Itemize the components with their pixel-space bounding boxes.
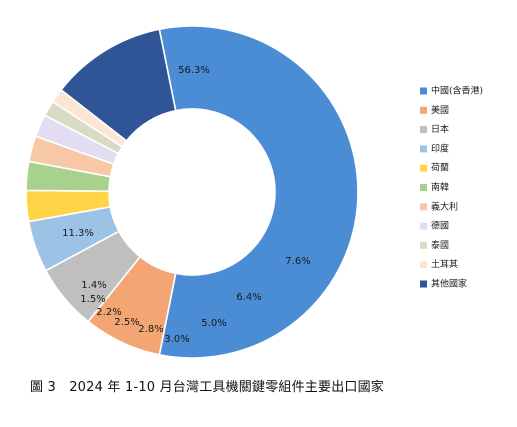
legend-swatch-6 [420, 203, 427, 211]
legend-swatch-0 [420, 87, 427, 95]
legend-label-7: 德國 [431, 220, 449, 232]
slice-label-9: 1.4% [81, 280, 106, 291]
slice-label-2: 6.4% [236, 292, 261, 303]
legend-swatch-9 [420, 261, 427, 269]
legend-label-3: 印度 [431, 142, 449, 154]
slice-label-6: 2.5% [114, 317, 139, 328]
slice-label-4: 3.0% [164, 334, 189, 345]
slice-labels: 56.3% 7.6% 6.4% 5.0% 3.0%2.8%2.5%2.2% 1.5% 1.4… [62, 65, 311, 345]
slice-label-0: 56.3% [178, 65, 210, 76]
legend-label-9: 土耳其 [431, 258, 458, 270]
legend-label-0: 中國(含香港) [431, 85, 483, 97]
slice-label-10: 11.3% [62, 228, 94, 239]
legend-swatch-3 [420, 145, 427, 153]
legend-swatch-8 [420, 241, 427, 249]
legend-swatch-4 [420, 164, 427, 172]
legend-label-10: 其他國家 [431, 278, 467, 290]
legend-label-6: 義大利 [431, 200, 458, 212]
legend-swatch-2 [420, 126, 427, 134]
slice-label-1: 7.6% [285, 256, 310, 267]
donut-slice-10 [60, 28, 177, 143]
legend-label-5: 南韓 [431, 181, 449, 193]
legend-swatch-7 [420, 222, 427, 230]
donut-slices [25, 25, 359, 359]
legend-label-8: 泰國 [431, 239, 449, 251]
slice-label-8: 1.5% [80, 294, 105, 305]
slice-label-5: 2.8% [138, 324, 163, 335]
figure-caption: 圖 3 2024 年 1-10 月台灣工具機關鍵零組件主要出口國家 [30, 380, 384, 395]
legend-swatch-1 [420, 106, 427, 114]
legend-swatch-5 [420, 184, 427, 191]
legend-label-2: 日本 [431, 123, 449, 135]
slice-label-3: 5.0% [201, 318, 226, 329]
legend-swatch-10 [420, 280, 427, 288]
slice-label-7: 2.2% [96, 307, 121, 318]
legend-label-4: 荷蘭 [431, 162, 449, 174]
legend-label-1: 美國 [431, 104, 449, 116]
donut-slice-0 [158, 25, 359, 359]
